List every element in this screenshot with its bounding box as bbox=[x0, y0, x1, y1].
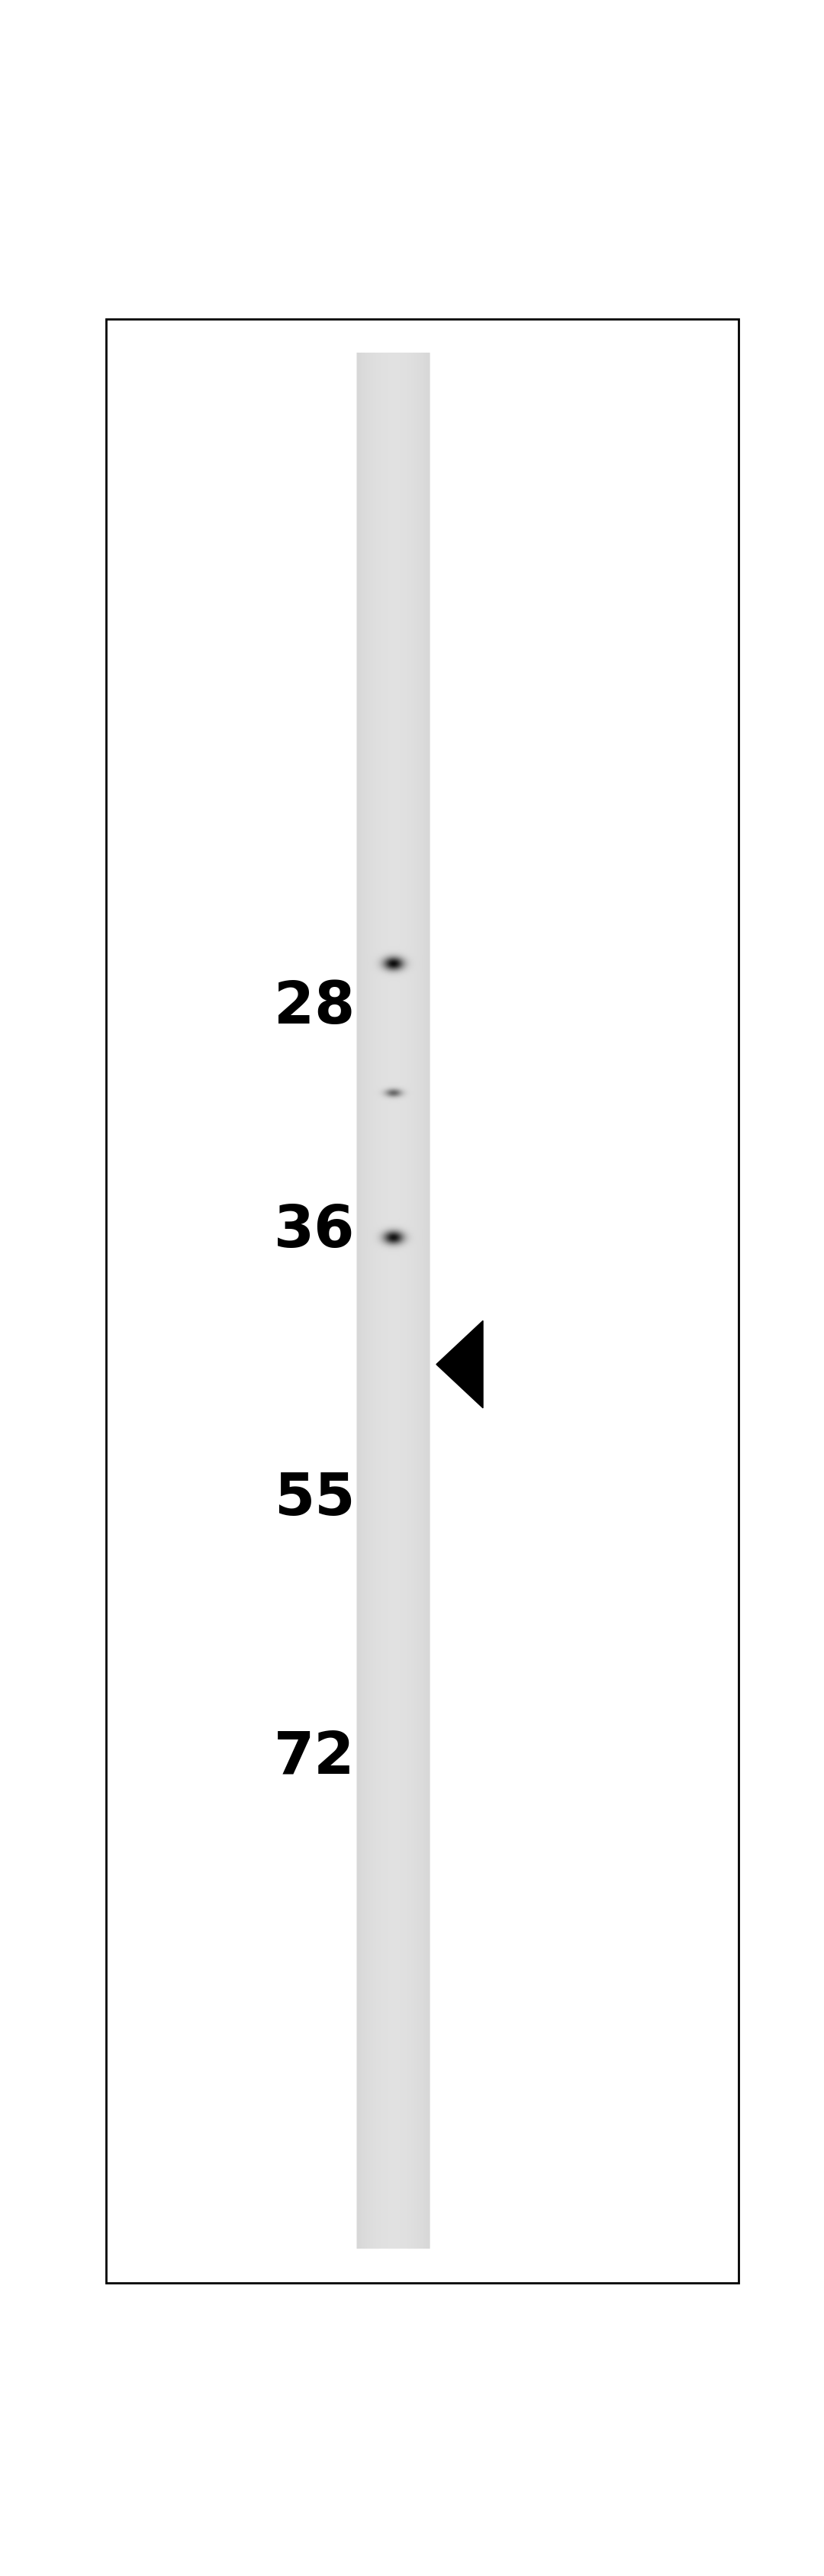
Text: 28: 28 bbox=[274, 979, 355, 1036]
Text: 55: 55 bbox=[274, 1471, 355, 1528]
Text: 72: 72 bbox=[274, 1728, 355, 1785]
Text: 36: 36 bbox=[274, 1203, 355, 1260]
Polygon shape bbox=[437, 1321, 483, 1409]
